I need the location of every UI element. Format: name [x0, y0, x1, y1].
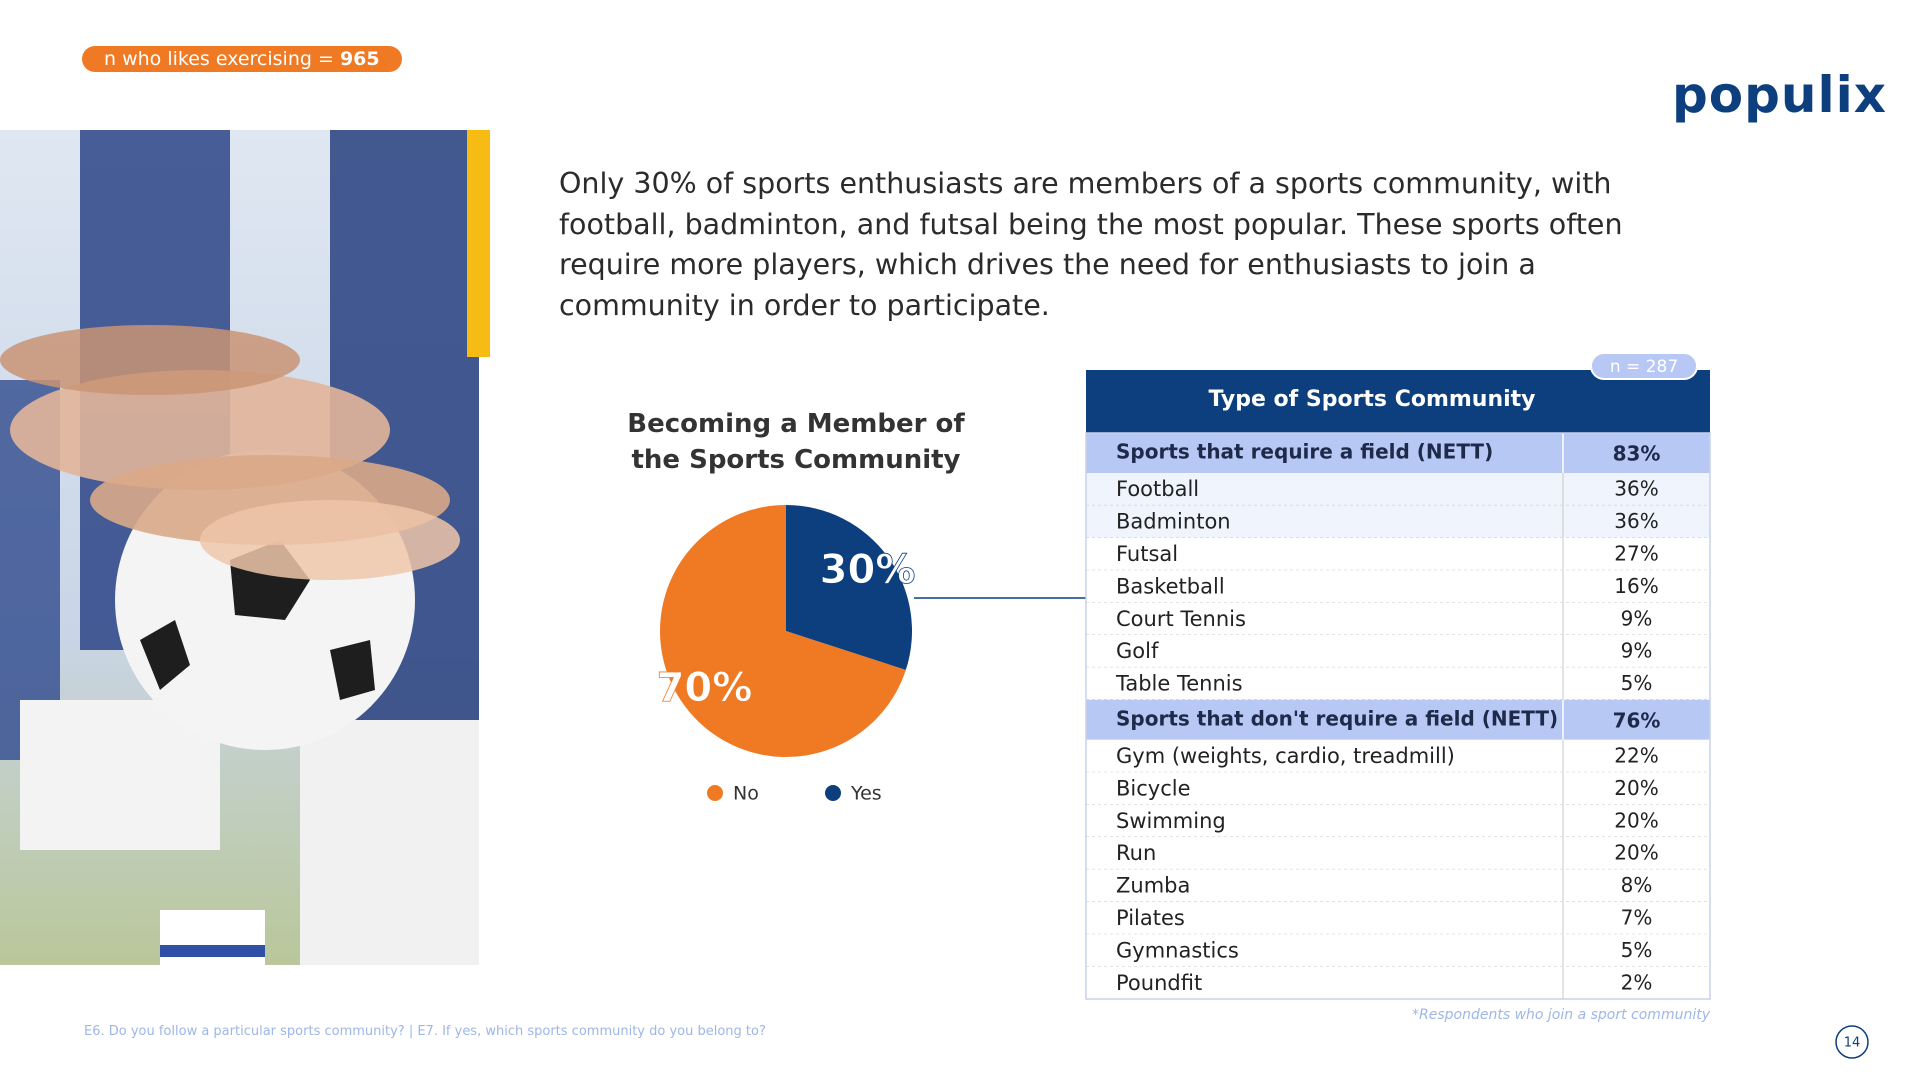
row-bg: [1086, 537, 1710, 571]
row-label: Basketball: [1116, 574, 1225, 598]
sample-badge: n who likes exercising = 965: [82, 46, 402, 72]
row-label: Football: [1116, 477, 1199, 501]
legend-swatch: [825, 785, 841, 801]
nett-label: Sports that require a field (NETT): [1116, 440, 1493, 464]
row-bg: [1086, 635, 1710, 668]
nett-value: 83%: [1613, 442, 1661, 466]
nett-label: Sports that don't require a field (NETT): [1116, 706, 1558, 730]
slice-label: 70%: [657, 665, 753, 711]
source: E6. Do you follow a particular sports co…: [84, 1024, 766, 1039]
row-value: 9%: [1621, 606, 1653, 630]
slice-label: 30%: [820, 547, 916, 593]
row-value: 20%: [1614, 841, 1658, 865]
row-bg: [1086, 667, 1710, 700]
row-label: Court Tennis: [1116, 607, 1246, 631]
table-header-text: Type of Sports Community: [1208, 387, 1535, 412]
row-value: 9%: [1621, 639, 1653, 663]
row-label: Poundfit: [1116, 971, 1202, 995]
row-bg: [1086, 837, 1710, 870]
photo: [0, 130, 479, 965]
row-bg: [1086, 934, 1710, 967]
row-label: Gym (weights, cardio, treadmill): [1116, 744, 1455, 768]
sample-label: n = 287: [1610, 357, 1678, 377]
pie-chart: Becoming a Member of the Sports Community…: [627, 409, 965, 805]
row-bg: [1086, 602, 1710, 635]
row-value: 16%: [1614, 574, 1658, 598]
logo: populix: [1672, 66, 1888, 124]
nett-row: [1086, 699, 1710, 740]
row-value: 7%: [1621, 906, 1653, 930]
table-header: [1086, 370, 1710, 433]
nett-row: [1086, 433, 1710, 473]
accent-bar: [467, 130, 490, 357]
pie-slice: [786, 505, 912, 670]
table-border: [1085, 432, 1711, 1000]
badge-value: 965: [339, 48, 380, 70]
row-value: 20%: [1614, 776, 1658, 800]
row-value: 20%: [1614, 808, 1658, 832]
row-value: 36%: [1614, 509, 1658, 533]
table: Type of Sports Community n = 287 Sports th…: [1085, 352, 1711, 1000]
row-label: Pilates: [1116, 906, 1185, 930]
row-label: Badminton: [1116, 510, 1231, 534]
row-label: Run: [1116, 841, 1156, 865]
row-value: 22%: [1614, 744, 1658, 768]
legend-label: No: [733, 783, 759, 805]
row-value: 36%: [1614, 477, 1658, 501]
row-label: Bicycle: [1116, 776, 1191, 800]
legend-label: Yes: [850, 783, 882, 805]
chart-title: Becoming a Member of the Sports Community: [627, 409, 965, 475]
row-value: 8%: [1621, 873, 1653, 897]
row-bg: [1086, 901, 1710, 935]
badge-label: n who likes exercising =: [104, 48, 334, 70]
row-label: Gymnastics: [1116, 938, 1239, 962]
page-number: 14: [1844, 1036, 1861, 1051]
row-value: 27%: [1614, 542, 1658, 566]
nett-value: 76%: [1613, 708, 1661, 732]
row-value: 2%: [1621, 970, 1653, 994]
row-bg: [1086, 966, 1710, 999]
row-bg: [1086, 473, 1710, 506]
row-label: Table Tennis: [1115, 672, 1243, 696]
legend-swatch: [707, 785, 723, 801]
row-value: 5%: [1621, 671, 1653, 695]
row-value: 5%: [1621, 938, 1653, 962]
page-circle: [1835, 1025, 1869, 1059]
footnote: *Respondents who join a sport community: [1412, 1007, 1710, 1023]
sample-pill: [1590, 352, 1698, 380]
row-label: Futsal: [1116, 542, 1178, 566]
row-bg: [1086, 739, 1710, 773]
row-label: Swimming: [1116, 809, 1226, 833]
pie-slice: [660, 505, 906, 757]
row-bg: [1086, 869, 1710, 902]
row-label: Zumba: [1116, 874, 1190, 898]
row-bg: [1086, 505, 1710, 538]
row-label: Golf: [1116, 639, 1159, 663]
headline: Only 30% of sports enthusiasts are membe…: [559, 167, 1623, 322]
row-bg: [1086, 772, 1710, 805]
row-bg: [1086, 570, 1710, 603]
row-bg: [1086, 804, 1710, 837]
